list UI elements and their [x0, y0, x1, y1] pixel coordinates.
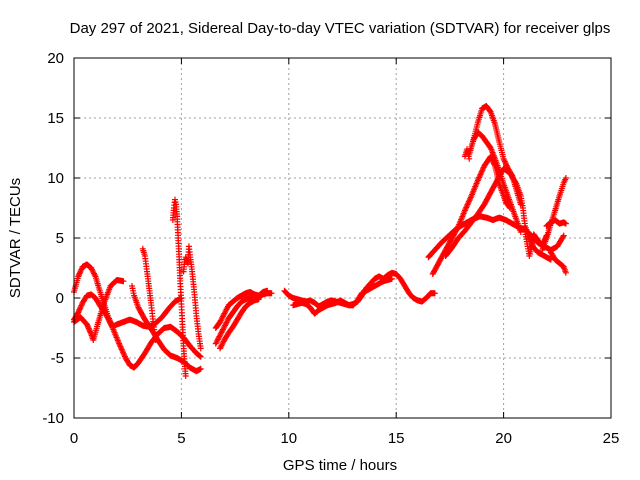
- data-point: [106, 316, 113, 323]
- y-tick-label: 0: [56, 290, 64, 307]
- data-point: [107, 318, 114, 325]
- data-point: [84, 322, 91, 329]
- series-trace-g: [217, 296, 262, 352]
- data-point: [78, 266, 85, 273]
- data-point: [503, 162, 510, 169]
- data-point: [197, 353, 204, 360]
- data-point: [77, 269, 84, 276]
- data-point: [454, 224, 461, 231]
- y-tick-label: 5: [56, 230, 64, 247]
- y-tick-label: -10: [42, 410, 64, 427]
- x-tick-labels: 0 5 10 15 20 25: [70, 430, 620, 447]
- x-tick-label: 25: [603, 430, 620, 447]
- data-point: [182, 373, 189, 379]
- data-point: [197, 365, 204, 372]
- data-point: [152, 337, 159, 343]
- plot-frame: [73, 57, 612, 419]
- data-marks: [71, 103, 569, 379]
- y-tick-label: 10: [47, 170, 64, 187]
- x-tick-label: 5: [177, 430, 185, 447]
- y-axis-label: SDTVAR / TECUs: [7, 178, 24, 298]
- data-point: [562, 175, 569, 181]
- series-trace-c: [71, 277, 127, 343]
- series-trace-f: [212, 287, 271, 331]
- y-tick-labels: -10 -5 0 5 10 15 20: [42, 50, 64, 427]
- grid: [73, 57, 612, 419]
- series-spike-3_3: [139, 245, 159, 343]
- data-point: [105, 314, 112, 321]
- x-tick-label: 10: [280, 430, 297, 447]
- data-point: [388, 275, 395, 282]
- x-axis-label: GPS time / hours: [283, 457, 397, 474]
- series-spike-5_2: [180, 243, 204, 352]
- data-point: [86, 328, 93, 335]
- data-point: [83, 321, 90, 328]
- data-point: [560, 233, 567, 240]
- chart-title: Day 297 of 2021, Sidereal Day-to-day VTE…: [70, 20, 611, 37]
- data-point: [107, 319, 114, 326]
- series-trace-r: [543, 217, 569, 229]
- data-point: [500, 155, 507, 162]
- series-trace-n: [470, 103, 524, 208]
- data-point: [268, 290, 275, 297]
- data-point: [255, 296, 262, 303]
- data-point: [85, 325, 92, 332]
- data-point: [508, 171, 515, 178]
- data-point: [76, 306, 83, 313]
- data-point: [197, 345, 204, 352]
- x-tick-label: 0: [70, 430, 78, 447]
- data-point: [105, 315, 112, 322]
- data-point: [562, 220, 569, 227]
- data-point: [501, 158, 508, 165]
- data-point: [431, 290, 438, 297]
- y-tick-label: -5: [51, 350, 64, 367]
- data-point: [85, 324, 92, 331]
- data-point: [120, 278, 127, 285]
- data-point: [78, 302, 85, 309]
- series-spike-4_7: [169, 196, 189, 379]
- data-point: [560, 232, 567, 239]
- data-point: [75, 308, 82, 315]
- data-point: [77, 303, 84, 310]
- data-point: [526, 235, 533, 241]
- series-trace-s: [547, 249, 569, 276]
- data-point: [77, 267, 84, 274]
- data-point: [86, 326, 93, 333]
- y-tick-label: 20: [47, 50, 64, 67]
- data-point: [486, 108, 493, 114]
- data-point: [562, 269, 569, 276]
- data-point: [466, 155, 473, 162]
- data-point: [264, 287, 271, 294]
- data-point: [76, 270, 83, 277]
- series-trace-l: [442, 165, 554, 263]
- x-tick-label: 15: [388, 430, 405, 447]
- data-point: [75, 309, 82, 316]
- y-tick-label: 15: [47, 110, 64, 127]
- data-point: [502, 159, 509, 166]
- data-point: [517, 201, 524, 208]
- series-trace-o: [461, 146, 473, 162]
- data-point: [503, 161, 510, 168]
- data-point: [77, 305, 84, 312]
- data-point: [501, 157, 508, 164]
- series-trace-m: [466, 129, 524, 235]
- series-trace-i: [290, 275, 395, 317]
- data-point: [75, 273, 82, 280]
- x-tick-label: 20: [495, 430, 512, 447]
- data-point: [75, 272, 82, 279]
- series-trace-q: [539, 175, 569, 253]
